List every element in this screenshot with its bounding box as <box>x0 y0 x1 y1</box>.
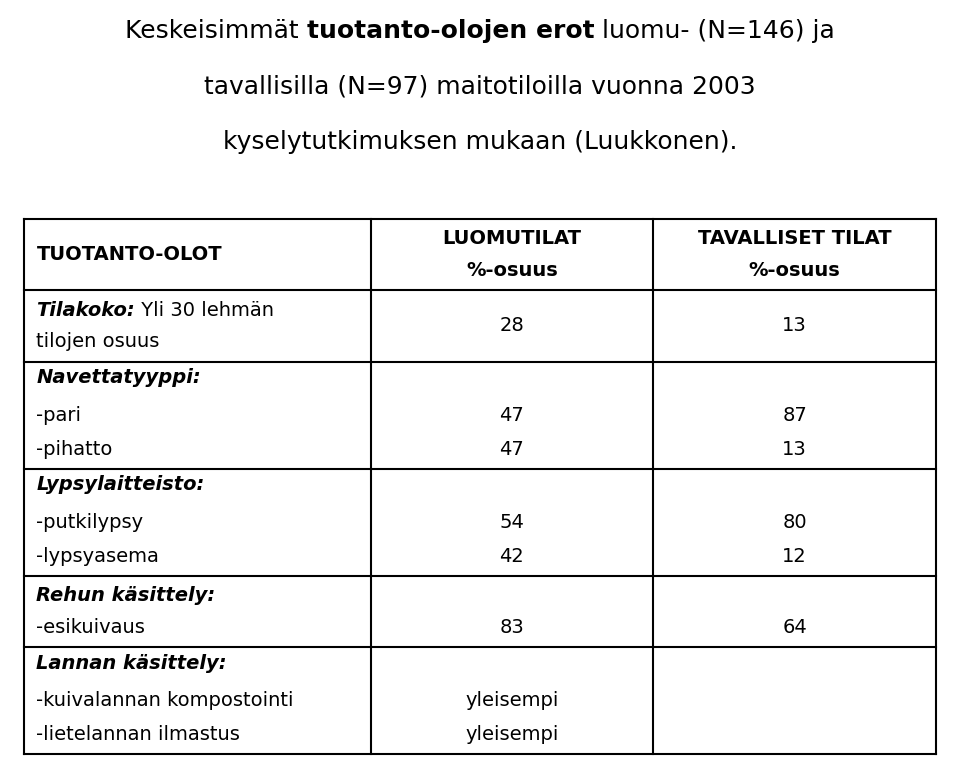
Text: Lypsylaitteisto:: Lypsylaitteisto: <box>36 475 204 495</box>
Text: 13: 13 <box>782 440 807 459</box>
Text: Rehun käsittely:: Rehun käsittely: <box>36 586 216 605</box>
Text: yleisempi: yleisempi <box>466 691 559 710</box>
Text: -kuivalannan kompostointi: -kuivalannan kompostointi <box>36 691 294 710</box>
Text: tavallisilla (N=97) maitotiloilla vuonna 2003: tavallisilla (N=97) maitotiloilla vuonna… <box>204 74 756 98</box>
Text: %-osuus: %-osuus <box>466 261 558 280</box>
Text: -pari: -pari <box>36 406 82 425</box>
Text: Yli 30 lehmän: Yli 30 lehmän <box>135 301 275 319</box>
Text: -pihatto: -pihatto <box>36 440 113 459</box>
Text: tilojen osuus: tilojen osuus <box>36 332 160 351</box>
Text: 83: 83 <box>499 617 524 637</box>
Text: 12: 12 <box>782 547 807 566</box>
Text: 47: 47 <box>499 406 524 425</box>
Text: kyselytutkimuksen mukaan (Luukkonen).: kyselytutkimuksen mukaan (Luukkonen). <box>223 130 737 154</box>
Text: -esikuivaus: -esikuivaus <box>36 617 145 637</box>
Text: Tilakoko:: Tilakoko: <box>36 301 135 319</box>
Text: -lypsyasema: -lypsyasema <box>36 547 159 566</box>
Text: Navettatyyppi:: Navettatyyppi: <box>36 368 201 387</box>
Text: Keskeisimmät: Keskeisimmät <box>125 19 306 43</box>
Text: yleisempi: yleisempi <box>466 726 559 744</box>
Text: TAVALLISET TILAT: TAVALLISET TILAT <box>698 230 892 248</box>
Text: 28: 28 <box>499 316 524 336</box>
Text: TUOTANTO-OLOT: TUOTANTO-OLOT <box>36 245 222 264</box>
Text: 80: 80 <box>782 513 807 531</box>
Text: tuotanto-olojen erot: tuotanto-olojen erot <box>306 19 594 43</box>
Text: -putkilypsy: -putkilypsy <box>36 513 144 531</box>
Text: -lietelannan ilmastus: -lietelannan ilmastus <box>36 726 240 744</box>
Text: 64: 64 <box>782 617 807 637</box>
Text: 13: 13 <box>782 316 807 336</box>
Text: 42: 42 <box>499 547 524 566</box>
Text: %-osuus: %-osuus <box>749 261 841 280</box>
Text: luomu- (N=146) ja: luomu- (N=146) ja <box>594 19 835 43</box>
Text: Lannan käsittely:: Lannan käsittely: <box>36 654 227 673</box>
Text: 47: 47 <box>499 440 524 459</box>
Text: 87: 87 <box>782 406 807 425</box>
Text: LUOMUTILAT: LUOMUTILAT <box>443 230 582 248</box>
Text: 54: 54 <box>499 513 524 531</box>
